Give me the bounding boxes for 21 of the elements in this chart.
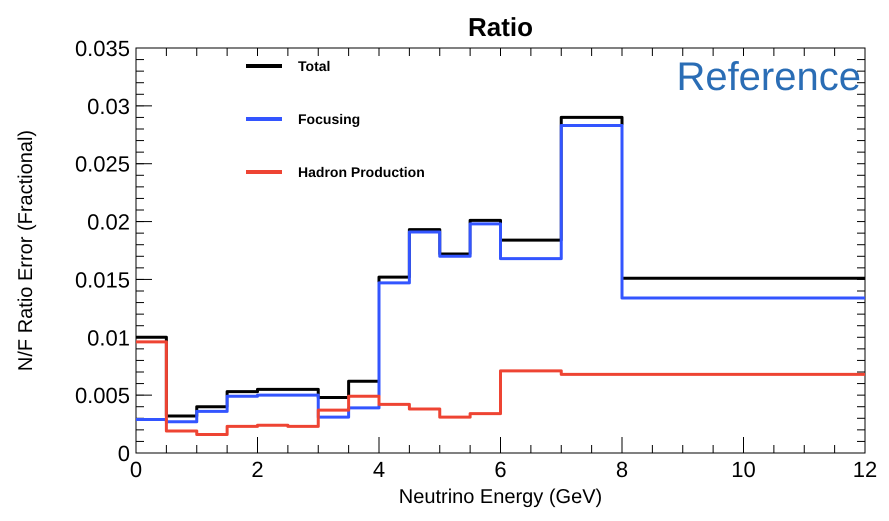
y-tick-label: 0.005 bbox=[74, 383, 130, 408]
legend-label: Hadron Production bbox=[298, 164, 425, 180]
legend-label: Total bbox=[298, 58, 330, 74]
x-tick-label: 4 bbox=[372, 457, 386, 482]
x-tick-label: 6 bbox=[494, 457, 507, 482]
y-axis-title: N/F Ratio Error (Fractional) bbox=[15, 130, 37, 372]
x-tick-label: 2 bbox=[251, 457, 264, 482]
x-tick-label: 10 bbox=[731, 457, 756, 482]
chart-title: Ratio bbox=[468, 12, 533, 42]
y-tick-label: 0.025 bbox=[74, 152, 130, 177]
y-tick-label: 0 bbox=[118, 441, 130, 466]
legend-label: Focusing bbox=[298, 111, 360, 127]
y-tick-label: 0.015 bbox=[74, 267, 130, 292]
x-tick-label: 8 bbox=[616, 457, 628, 482]
y-tick-label: 0.03 bbox=[87, 94, 130, 119]
x-tick-label: 12 bbox=[852, 457, 878, 482]
y-tick-label: 0.035 bbox=[74, 36, 130, 61]
x-axis-title: Neutrino Energy (GeV) bbox=[398, 486, 602, 508]
y-tick-label: 0.02 bbox=[87, 210, 130, 235]
annotation: Reference bbox=[676, 55, 861, 99]
y-tick-label: 0.01 bbox=[87, 325, 130, 350]
